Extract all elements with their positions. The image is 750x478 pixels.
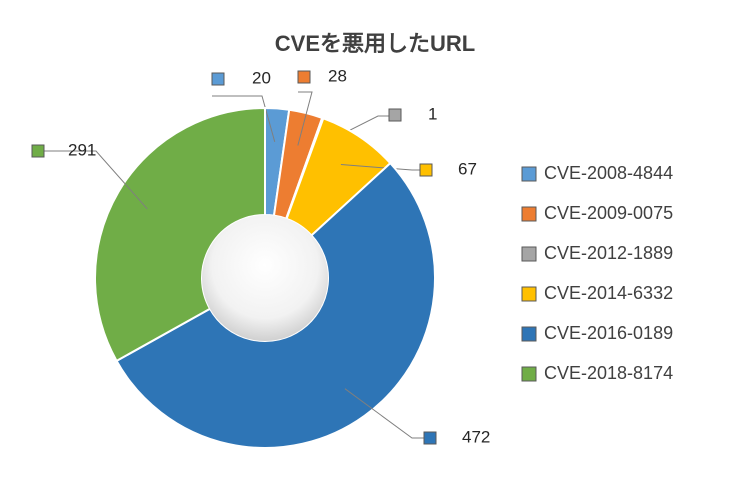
leader-line [32,150,148,210]
legend-key [521,166,537,182]
legend-label: CVE-2018-8174 [544,363,673,383]
legend-key [521,366,537,382]
leader-line [340,164,420,171]
data-label: 67 [458,159,477,178]
data-label: 20 [252,68,271,87]
legend-key [521,206,537,222]
data-label: 28 [328,66,347,85]
donut-hole [202,215,328,341]
label-key [297,70,311,84]
label-key [419,163,433,177]
data-label: 472 [462,427,490,446]
label-key [31,144,45,158]
label-key [423,431,437,445]
chart-title: CVEを悪用したURL [275,31,475,56]
data-label: 291 [68,140,96,159]
legend-key [521,286,537,302]
legend-label: CVE-2012-1889 [544,243,673,263]
leader-line [212,95,276,142]
legend-key [521,246,537,262]
leader-line [297,91,313,146]
leader-line [344,388,424,439]
legend-label: CVE-2008-4844 [544,163,673,183]
legend-key [521,326,537,342]
legend-label: CVE-2014-6332 [544,283,673,303]
label-key [388,108,402,122]
label-key [211,72,225,86]
legend-label: CVE-2016-0189 [544,323,673,343]
data-label: 1 [428,104,437,123]
legend-label: CVE-2009-0075 [544,203,673,223]
